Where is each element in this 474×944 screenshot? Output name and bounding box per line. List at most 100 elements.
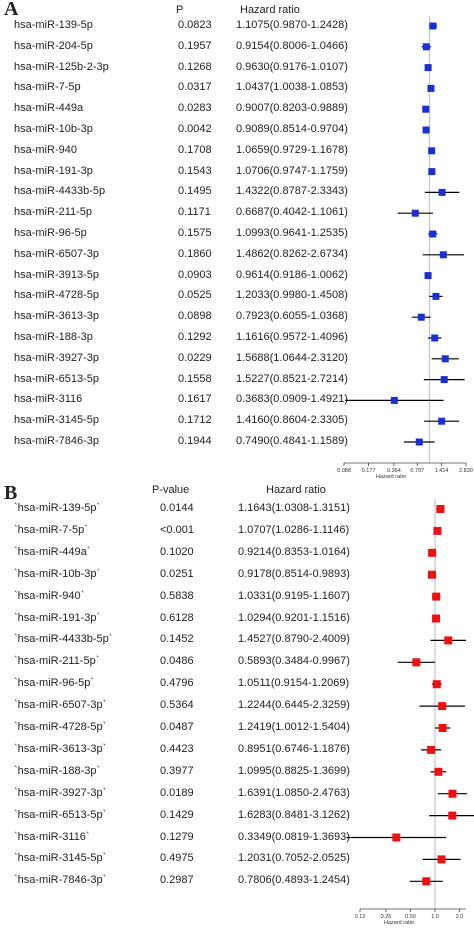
row-hazard-ratio: 1.6391(1.0850-2.4763) (238, 786, 350, 799)
row-hazard-ratio: 1.1616(0.9572-1.4096) (236, 331, 348, 343)
row-label: hsa-miR-6507-3p (14, 247, 99, 260)
row-p-value: 0.1543 (178, 164, 212, 177)
row-hazard-ratio: 1.4160(0.8604-2.3305) (236, 414, 348, 427)
row-hazard-ratio: 0.5893(0.3484-0.9967) (238, 655, 350, 668)
row-label: hsa-miR-7-5p (14, 81, 81, 94)
row-hazard-ratio: 0.9154(0.8006-1.0466) (236, 39, 348, 52)
row-p-value: 0.1712 (178, 414, 212, 427)
row-label: hsa-miR-139-5p (14, 19, 93, 31)
row-hazard-ratio: 1.5227(0.8521-2.7214) (236, 372, 348, 385)
row-hazard-ratio: 1.1075(0.9870-1.2428) (236, 19, 348, 31)
x-tick-label: 2.0 (456, 914, 464, 920)
row-label: `hsa-miR-191-3p` (14, 611, 101, 624)
row-label: `hsa-miR-940` (14, 589, 85, 602)
row-label: hsa-miR-3927-3p (14, 351, 99, 364)
row-p-value: 0.1944 (178, 435, 212, 447)
row-hazard-ratio: 0.8951(0.6746-1.1876) (238, 742, 350, 755)
row-label: `hsa-miR-4728-5p` (14, 721, 107, 733)
row-p-value: 0.1957 (178, 39, 212, 52)
row-label: `hsa-miR-3613-3p` (14, 742, 107, 755)
hazard-ratio-marker (437, 855, 446, 864)
row-hazard-ratio: 0.9614(0.9186-1.0062) (236, 268, 348, 281)
row-p-value: 0.0283 (178, 102, 212, 115)
row-label: `hsa-miR-3116` (14, 830, 90, 843)
x-tick-label: 1.0 (431, 914, 439, 920)
row-hazard-ratio: 1.4322(0.8787-2.3343) (236, 185, 348, 198)
hazard-ratio-marker (440, 376, 448, 384)
row-p-value: 0.1268 (178, 60, 212, 73)
row-p-value: 0.0486 (160, 655, 194, 668)
row-p-value: 0.6128 (160, 611, 194, 624)
row-p-value: 0.5838 (160, 589, 194, 602)
row-p-value: 0.0903 (178, 268, 212, 281)
x-tick-label: 0.364 (387, 468, 401, 474)
x-tick-label: 2.830 (459, 468, 473, 474)
row-hazard-ratio: 1.0331(0.9195-1.1607) (238, 589, 350, 602)
panel-b-hr-header: Hazard ratio (266, 484, 326, 496)
row-label: hsa-miR-204-5p (14, 39, 93, 52)
panel-a-p-header: P (176, 4, 184, 16)
row-p-value: <0.001 (160, 523, 194, 536)
row-hazard-ratio: 0.9089(0.8514-0.9704) (236, 123, 348, 135)
hazard-ratio-marker (432, 592, 441, 601)
hazard-ratio-marker (428, 168, 436, 176)
row-p-value: 0.1171 (178, 206, 211, 219)
x-tick-label: 0.177 (362, 468, 376, 474)
row-p-value: 0.1558 (178, 372, 212, 385)
row-p-value: 0.0487 (160, 721, 194, 733)
row-label: hsa-miR-3145-5p (14, 414, 99, 427)
x-tick-label: 1.414 (435, 468, 449, 474)
row-hazard-ratio: 1.5688(1.0644-2.3120) (236, 351, 348, 364)
row-p-value: 0.5364 (160, 699, 194, 712)
row-p-value: 0.1617 (178, 393, 212, 406)
hazard-ratio-marker (439, 251, 447, 259)
hazard-ratio-marker (429, 230, 437, 238)
row-p-value: 0.0898 (178, 310, 212, 323)
row-label: `hsa-miR-7846-3p` (14, 874, 107, 887)
row-hazard-ratio: 1.0993(0.9641-1.2535) (236, 227, 348, 239)
hazard-ratio-marker (438, 188, 446, 196)
row-hazard-ratio: 0.7806(0.4893-1.2454) (238, 874, 350, 887)
row-label: hsa-miR-4433b-5p (14, 185, 106, 198)
row-label: hsa-miR-96-5p (14, 227, 87, 239)
row-hazard-ratio: 1.2244(0.6445-2.3259) (238, 699, 350, 712)
row-p-value: 0.1575 (178, 227, 212, 239)
row-hazard-ratio: 0.3683(0.0909-1.4921) (236, 393, 348, 406)
hazard-ratio-marker (428, 548, 437, 557)
hazard-ratio-marker (422, 43, 430, 51)
row-p-value: 0.4975 (160, 852, 194, 865)
hazard-ratio-marker (438, 417, 446, 425)
hazard-ratio-marker (432, 680, 441, 689)
row-hazard-ratio: 0.9630(0.9176-1.0107) (236, 60, 348, 73)
row-hazard-ratio: 1.0707(1.0286-1.1146) (238, 523, 350, 536)
row-label: `hsa-miR-4433b-5p` (14, 633, 113, 646)
hazard-ratio-marker (432, 614, 441, 623)
row-p-value: 0.0189 (160, 786, 194, 799)
row-hazard-ratio: 0.7490(0.4841-1.1589) (236, 435, 348, 447)
hazard-ratio-marker (424, 64, 432, 72)
hazard-ratio-marker (427, 745, 436, 754)
hazard-ratio-marker (411, 209, 419, 217)
row-p-value: 0.0317 (178, 81, 212, 94)
row-p-value: 0.0525 (178, 289, 212, 302)
row-p-value: 0.1860 (178, 247, 212, 260)
row-label: `hsa-miR-7-5p` (14, 523, 88, 536)
hazard-ratio-marker (429, 22, 437, 30)
hazard-ratio-marker (427, 570, 436, 579)
row-p-value: 0.1279 (160, 830, 194, 843)
row-hazard-ratio: 1.2031(0.7052-2.0525) (238, 852, 350, 865)
row-hazard-ratio: 0.3349(0.0819-1.3693) (238, 830, 350, 843)
row-p-value: 0.0251 (160, 567, 194, 580)
row-p-value: 0.3977 (160, 764, 194, 777)
row-hazard-ratio: 0.9178(0.8514-0.9893) (238, 567, 350, 580)
x-tick-label: 0.088 (337, 468, 351, 474)
row-hazard-ratio: 1.2419(1.0012-1.5404) (238, 721, 350, 733)
row-label: `hsa-miR-449a` (14, 545, 91, 558)
hazard-ratio-marker (448, 811, 457, 820)
row-label: hsa-miR-7846-3p (14, 435, 99, 447)
row-label: hsa-miR-3116 (14, 393, 83, 406)
row-label: hsa-miR-125b-2-3p (14, 60, 109, 73)
row-hazard-ratio: 0.9214(0.8353-1.0164) (238, 545, 350, 558)
row-hazard-ratio: 1.0706(0.9747-1.1759) (236, 164, 348, 177)
row-label: `hsa-miR-10b-3p` (14, 567, 101, 580)
